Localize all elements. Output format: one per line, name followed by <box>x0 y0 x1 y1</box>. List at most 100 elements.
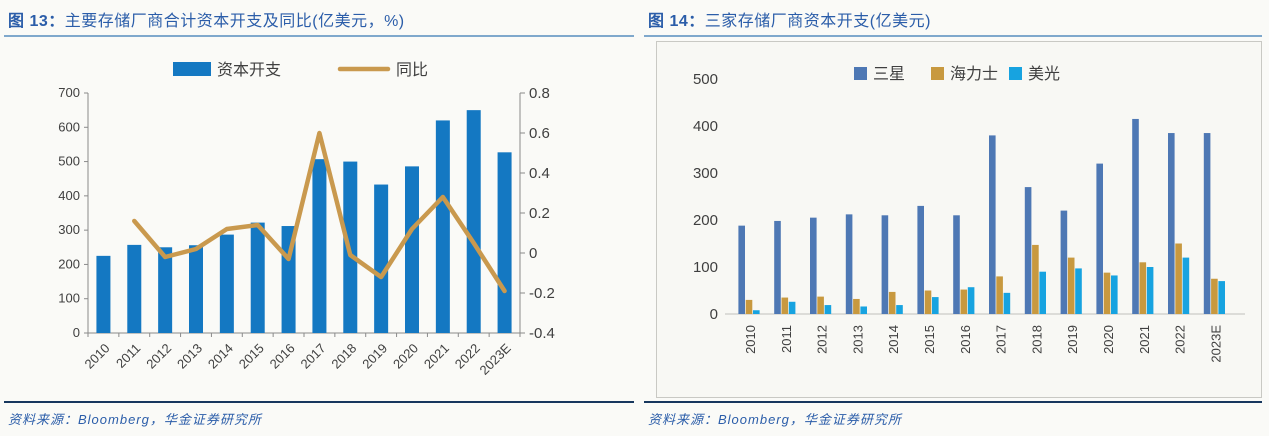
vendor-bar <box>888 291 896 314</box>
vendor-bar <box>1032 244 1039 314</box>
axis-label: 2020 <box>390 341 421 372</box>
legend-swatch-capex <box>173 62 211 76</box>
figure-14-source-divider <box>644 401 1262 403</box>
axis-label: 三星 <box>873 66 905 83</box>
vendor-bar <box>853 298 860 314</box>
series-bars-0 <box>738 118 1211 314</box>
figure-14-chart-frame: 三星 海力士 美光 0 100 200 300 400 500 2010 2011 2012 2013 2… <box>656 41 1262 398</box>
figure-13-title: 图 13：主要存储厂商合计资本开支及同比(亿美元，%) <box>8 7 405 31</box>
vendor-bar <box>810 217 817 314</box>
axis-label: 2012 <box>815 325 830 354</box>
axis-label: 400 <box>58 188 80 203</box>
axes <box>84 92 525 337</box>
figure-13-title-underline <box>4 35 634 37</box>
vendor-bar <box>1111 275 1118 314</box>
capex-bar <box>466 110 481 334</box>
vendor-bar <box>1146 267 1154 314</box>
figure-13-column: 图 13：主要存储厂商合计资本开支及同比(亿美元，%) 资本开支 同比 0 100 20… <box>4 7 634 427</box>
axis-label: 200 <box>693 212 718 229</box>
axis-label: 700 <box>58 85 80 100</box>
axis-label: 2023E <box>477 340 514 377</box>
capex-bar <box>405 166 419 333</box>
axis-label: 2014 <box>205 341 236 372</box>
vendor-bar <box>1103 272 1111 314</box>
legend: 三星 海力士 美光 <box>854 65 1060 83</box>
vendor-bar <box>953 215 960 314</box>
vendor-bar <box>996 276 1003 314</box>
vendor-bar <box>1182 257 1190 314</box>
figure-14-number: 图 14： <box>648 13 705 30</box>
axis-label: 2010 <box>743 325 758 354</box>
axis-label: 100 <box>58 291 80 306</box>
vendor-bar <box>989 135 996 314</box>
vendor-bar <box>932 297 939 314</box>
axis-label: 2013 <box>174 341 205 372</box>
axis-label: 300 <box>58 222 80 237</box>
axis-label: 2022 <box>1173 325 1188 354</box>
vendor-bar <box>1067 257 1075 314</box>
axis-label: 2017 <box>994 325 1009 354</box>
legend-swatch-2 <box>1009 67 1022 80</box>
figure-13-caption: 主要存储厂商合计资本开支及同比(亿美元，%) <box>64 13 405 30</box>
capex-bar <box>189 245 203 333</box>
x-axis-labels: 2010 2011 2012 2013 2014 2015 2016 2017 2018 2019… <box>81 340 513 377</box>
capex-bar <box>250 222 265 333</box>
vendor-bar <box>781 297 789 314</box>
vendor-bar <box>817 296 824 314</box>
vendor-bar <box>1139 262 1147 314</box>
vendor-bar <box>1203 133 1211 314</box>
vendor-bar <box>1218 281 1225 314</box>
axis-label: 2011 <box>113 341 143 371</box>
vendor-bar <box>738 225 745 314</box>
axis-label: 2021 <box>421 341 452 372</box>
capex-bar <box>312 159 327 333</box>
vendor-bar <box>960 289 968 314</box>
vendor-bar <box>1060 210 1068 314</box>
axis-label: 400 <box>693 118 718 135</box>
axis-label: 2012 <box>143 341 174 372</box>
series-bars-1 <box>745 243 1218 314</box>
axis-label: 600 <box>58 119 80 134</box>
axis-label: 2015 <box>922 325 937 354</box>
axis-label: -0.2 <box>529 285 555 302</box>
capex-bar <box>374 184 389 333</box>
axis-label: 2010 <box>81 341 112 372</box>
vendor-bar <box>1096 163 1103 314</box>
vendor-bar <box>1211 278 1218 314</box>
vendor-bar <box>917 205 924 314</box>
vendor-bar <box>845 214 853 314</box>
figure-14-title: 图 14：三家存储厂商资本开支(亿美元) <box>648 7 931 31</box>
vendor-bar <box>753 310 760 314</box>
axis-label: 2016 <box>267 341 298 372</box>
vendor-bar <box>1132 118 1139 314</box>
vendor-bar <box>745 299 753 314</box>
vendor-bar <box>924 290 932 314</box>
vendor-bar <box>1075 268 1082 314</box>
axis-label: 2017 <box>297 341 328 372</box>
axis-label: 2019 <box>1065 325 1080 354</box>
axis-label: 2018 <box>328 341 359 372</box>
figure-13-number: 图 13： <box>8 13 65 30</box>
axis-label: 500 <box>58 154 80 169</box>
vendor-bar <box>1168 133 1175 314</box>
vendor-bar <box>788 301 796 314</box>
axis-label: 100 <box>693 259 718 276</box>
axis-label: 2014 <box>886 325 901 354</box>
legend: 资本开支 同比 <box>173 61 428 79</box>
axis-label: 2013 <box>850 325 865 354</box>
vendor-bar <box>967 287 975 314</box>
axis-label: 0.8 <box>529 85 550 102</box>
figure-14-source: 资料来源：Bloomberg，华金证券研究所 <box>648 412 902 427</box>
axis-label: 2011 <box>779 325 794 353</box>
combo-chart-total-capex-yoy: 资本开支 同比 0 100 200 300 400 500 600 700 -0.4 -0.2 0 0.2… <box>58 61 555 378</box>
axis-label: 2020 <box>1101 325 1116 354</box>
axis-label: 美光 <box>1028 65 1060 83</box>
vendor-bar <box>896 305 903 314</box>
vendor-bar <box>1175 243 1182 314</box>
axis-label: 0 <box>710 306 718 323</box>
axis-label: 2021 <box>1137 325 1152 354</box>
vendor-bar <box>1039 271 1046 314</box>
capex-bar <box>497 152 512 333</box>
